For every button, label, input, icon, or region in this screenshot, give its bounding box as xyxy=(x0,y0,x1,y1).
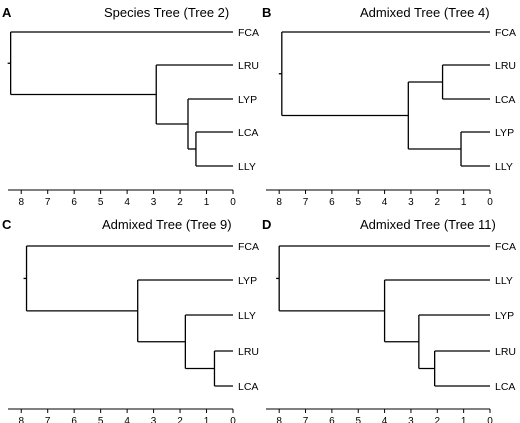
tick-label: 7 xyxy=(303,197,309,208)
panel-title: Species Tree (Tree 2) xyxy=(104,5,229,20)
tick-label: 5 xyxy=(355,416,361,423)
leaf-label: LLY xyxy=(238,161,256,173)
tick-label: 7 xyxy=(303,416,309,423)
leaf-label: LYP xyxy=(495,127,514,139)
leaf-label: LYP xyxy=(238,275,257,287)
leaf-label: LYP xyxy=(238,94,257,106)
panel-letter: D xyxy=(262,217,271,232)
tick-label: 8 xyxy=(18,197,24,208)
tick-label: 7 xyxy=(45,197,51,208)
panel-letter: C xyxy=(2,217,12,232)
tick-label: 5 xyxy=(355,197,361,208)
tick-label: 0 xyxy=(487,416,493,423)
tick-label: 8 xyxy=(18,416,24,423)
tick-label: 1 xyxy=(204,416,210,423)
leaf-label: LLY xyxy=(238,310,256,322)
tick-label: 2 xyxy=(177,416,183,423)
panel-letter: A xyxy=(2,5,12,20)
panel-title: Admixed Tree (Tree 4) xyxy=(360,5,490,20)
tick-label: 4 xyxy=(124,416,130,423)
leaf-label: LRU xyxy=(238,346,259,358)
tick-label: 3 xyxy=(151,197,157,208)
time-axis: 8 7 6 5 4 3 2 1 0 xyxy=(8,189,236,208)
tick-label: 7 xyxy=(45,416,51,423)
tick-label: 8 xyxy=(276,416,282,423)
leaf-label: FCA xyxy=(495,27,516,39)
tick-label: 6 xyxy=(329,416,335,423)
tree-panel-c: C Admixed Tree (Tree 9) FCA LYP LLY LRU LCA 8 7 6… xyxy=(2,217,259,423)
tick-label: 0 xyxy=(230,416,236,423)
panel-title: Admixed Tree (Tree 11) xyxy=(360,217,496,232)
leaf-label: LLY xyxy=(495,275,513,287)
tick-label: 0 xyxy=(230,197,236,208)
tick-label: 5 xyxy=(98,197,104,208)
leaf-label: FCA xyxy=(238,27,259,39)
leaf-label: LLY xyxy=(495,161,513,173)
panel-title: Admixed Tree (Tree 9) xyxy=(102,217,232,232)
tree-panel-d: D Admixed Tree (Tree 11) FCA LLY LYP LRU LCA 8 7… xyxy=(262,217,516,423)
tick-label: 2 xyxy=(435,416,441,423)
tick-label: 4 xyxy=(382,197,388,208)
tick-label: 2 xyxy=(177,197,183,208)
tree-panel-a: A Species Tree (Tree 2) FCA LRU LYP LCA LLY 8 7 6… xyxy=(2,5,259,208)
tick-label: 1 xyxy=(204,197,210,208)
tick-label: 5 xyxy=(98,416,104,423)
leaf-label: LRU xyxy=(238,60,259,72)
tick-label: 0 xyxy=(487,197,493,208)
leaf-label: FCA xyxy=(238,241,259,253)
tick-label: 1 xyxy=(461,197,467,208)
leaf-label: FCA xyxy=(495,241,516,253)
tick-label: 1 xyxy=(461,416,467,423)
leaf-label: LCA xyxy=(495,381,515,393)
tick-label: 3 xyxy=(151,416,157,423)
tick-label: 3 xyxy=(408,416,414,423)
panel-letter: B xyxy=(262,5,271,20)
tick-label: 6 xyxy=(71,197,77,208)
leaf-label: LRU xyxy=(495,346,516,358)
tick-label: 4 xyxy=(124,197,130,208)
tick-label: 6 xyxy=(329,197,335,208)
time-axis: 8 7 6 5 4 3 2 1 0 xyxy=(8,408,236,423)
leaf-label: LCA xyxy=(495,94,515,106)
leaf-label: LCA xyxy=(238,381,258,393)
leaf-label: LRU xyxy=(495,60,516,72)
time-axis: 8 7 6 5 4 3 2 1 0 xyxy=(266,189,493,208)
tree-panel-b: B Admixed Tree (Tree 4) FCA LRU LCA LYP LLY 8 7 6… xyxy=(262,5,516,208)
tick-label: 2 xyxy=(435,197,441,208)
time-axis: 8 7 6 5 4 3 2 1 0 xyxy=(266,408,493,423)
tick-label: 6 xyxy=(71,416,77,423)
leaf-label: LYP xyxy=(495,310,514,322)
leaf-label: LCA xyxy=(238,127,258,139)
tick-label: 8 xyxy=(276,197,282,208)
tick-label: 4 xyxy=(382,416,388,423)
tick-label: 3 xyxy=(408,197,414,208)
